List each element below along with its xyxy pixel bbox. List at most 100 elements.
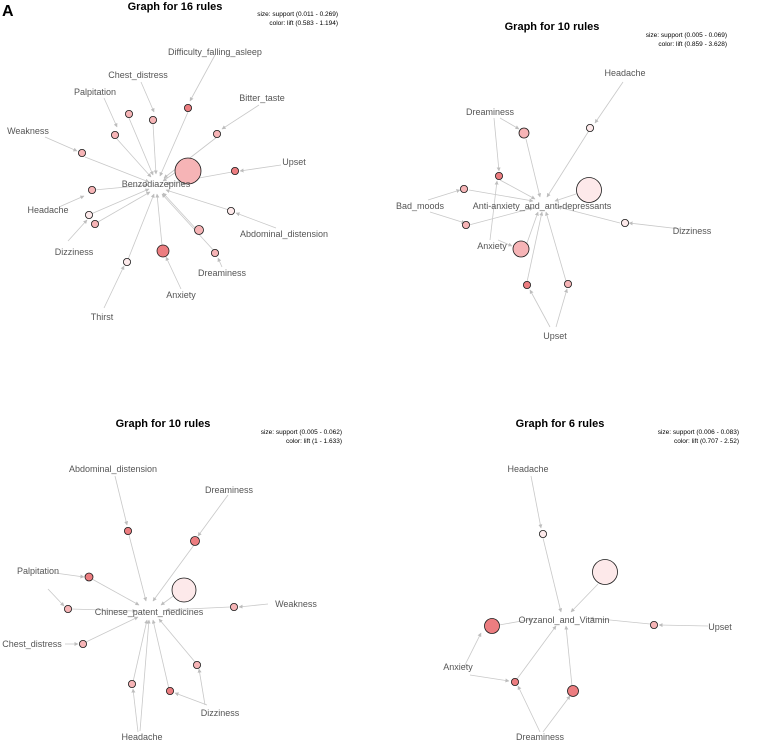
graph-3-legend-size: size: support (0.005 - 0.062) <box>261 429 342 436</box>
graph-4-edges <box>463 475 709 733</box>
graph-4: Graph for 6 rules size: support (0.006 -… <box>443 418 739 740</box>
graph-2-node <box>576 177 602 203</box>
graph-2: Graph for 10 rules size: support (0.005 … <box>396 21 727 341</box>
graph-4-node <box>484 618 500 634</box>
graph-1-label: Abdominal_distension <box>240 229 328 239</box>
graph-2-title: Graph for 10 rules <box>505 21 600 33</box>
graph-3-label: Dreaminess <box>205 485 254 495</box>
graph-4-node <box>539 530 548 539</box>
graph-1-label: Anxiety <box>166 290 196 300</box>
graph-2-node <box>564 279 573 288</box>
graph-2-node <box>621 218 630 227</box>
graph-2-label: Upset <box>543 331 567 341</box>
graph-1-node <box>91 219 100 228</box>
graph-1-label: Chest_distress <box>108 70 168 80</box>
graph-2-node <box>523 280 532 289</box>
graph-2-center-label: Anti-anxiety_and_anti-depressants <box>473 201 612 211</box>
graph-4-label: Headache <box>507 464 548 474</box>
graph-4-node <box>650 621 659 630</box>
graph-3-center-label: Chinese_patent_medicines <box>95 607 204 617</box>
graph-1-node <box>125 110 134 119</box>
graph-3-legend-color: color: lift (1 - 1.633) <box>286 438 342 445</box>
graph-4-legend-size: size: support (0.006 - 0.083) <box>658 429 739 436</box>
graph-2-legend-size: size: support (0.005 - 0.069) <box>646 32 727 39</box>
graph-1-edges <box>44 54 282 309</box>
graph-1-node <box>78 148 87 157</box>
graph-3-label: Weakness <box>275 599 317 609</box>
graph-4-center-label: Oryzanol_and_Vitamin <box>519 615 610 625</box>
graph-3-label: Dizziness <box>201 708 240 718</box>
graph-3-node <box>229 603 238 612</box>
graph-2-label: Dreaminess <box>466 107 515 117</box>
graph-3-node <box>64 605 73 614</box>
graph-2-node <box>518 127 530 139</box>
graph-1-node <box>85 210 94 219</box>
graph-1-nodes <box>78 104 239 266</box>
graph-3-nodes <box>64 527 238 696</box>
graph-2-label: Anxiety <box>477 241 507 251</box>
graph-2-node <box>494 171 503 180</box>
graph-3-node <box>127 680 136 689</box>
graph-3-node <box>79 640 88 649</box>
graph-2-label: Bad_moods <box>396 201 445 211</box>
graph-2-label: Headache <box>604 68 645 78</box>
graph-1-label: Dreaminess <box>198 268 247 278</box>
graph-4-node <box>567 685 579 697</box>
graph-1-label: Thirst <box>91 312 114 322</box>
graph-1-label: Weakness <box>7 126 49 136</box>
graph-3-edges <box>47 475 269 733</box>
graph-4-label: Dreaminess <box>516 732 565 740</box>
graph-3-node <box>84 572 94 582</box>
graph-1-legend-color: color: lift (0.583 - 1.194) <box>269 20 338 27</box>
graph-4-node <box>510 678 519 687</box>
graph-3: Graph for 10 rules size: support (0.005 … <box>2 418 342 740</box>
graph-2-label: Dizziness <box>673 226 712 236</box>
graph-4-node <box>592 559 618 585</box>
graph-3-node <box>124 527 133 536</box>
graph-1-label: Palpitation <box>74 87 116 97</box>
graph-3-title: Graph for 10 rules <box>116 418 211 430</box>
graph-2-nodes <box>459 124 630 289</box>
graph-3-labels: Chinese_patent_medicines Abdominal_diste… <box>2 464 317 740</box>
graph-4-title: Graph for 6 rules <box>516 418 605 430</box>
graph-1-label: Dizziness <box>55 247 94 257</box>
graph-1-label: Headache <box>27 205 68 215</box>
graph-4-label: Anxiety <box>443 662 473 672</box>
graph-1-node <box>183 104 192 113</box>
graph-2-node <box>459 184 468 193</box>
graph-2-node <box>512 240 530 258</box>
graph-4-nodes <box>484 530 659 697</box>
graph-1-label: Difficulty_falling_asleep <box>168 47 262 57</box>
graph-1-node <box>194 225 204 235</box>
graph-1-node <box>210 248 219 257</box>
graph-1-node <box>111 130 120 139</box>
graph-3-node <box>192 661 201 670</box>
graph-3-node <box>171 577 197 603</box>
graph-1-node <box>226 206 235 215</box>
graph-4-labels: Oryzanol_and_Vitamin Headache Upset Anxi… <box>443 464 732 740</box>
graph-1-label: Bitter_taste <box>239 93 285 103</box>
graph-1-node <box>212 129 221 138</box>
graph-1-node <box>230 166 239 175</box>
graph-1-node <box>148 116 157 125</box>
graph-4-legend-color: color: lift (0.707 - 2.52) <box>674 438 739 445</box>
graph-3-label: Palpitation <box>17 566 59 576</box>
graph-1-title: Graph for 16 rules <box>128 1 223 13</box>
graph-1-label: Upset <box>282 157 306 167</box>
graph-2-labels: Anti-anxiety_and_anti-depressants Headac… <box>396 68 712 341</box>
graph-1-legend-size: size: support (0.011 - 0.269) <box>257 11 338 18</box>
graph-1-node <box>123 257 132 266</box>
graph-1: Graph for 16 rules size: support (0.011 … <box>7 1 338 322</box>
graph-1-node <box>174 157 202 185</box>
graph-2-node <box>586 124 595 133</box>
graph-3-label: Headache <box>121 732 162 740</box>
graph-3-label: Abdominal_distension <box>69 464 157 474</box>
graph-2-node <box>461 220 470 229</box>
graph-1-node <box>156 244 170 258</box>
graph-2-edges <box>427 81 690 328</box>
graph-1-labels: Benzodiazepines Difficulty_falling_aslee… <box>7 47 328 322</box>
graph-1-node <box>88 185 97 194</box>
panel-letter: A <box>2 3 14 20</box>
graph-3-node <box>190 536 200 546</box>
